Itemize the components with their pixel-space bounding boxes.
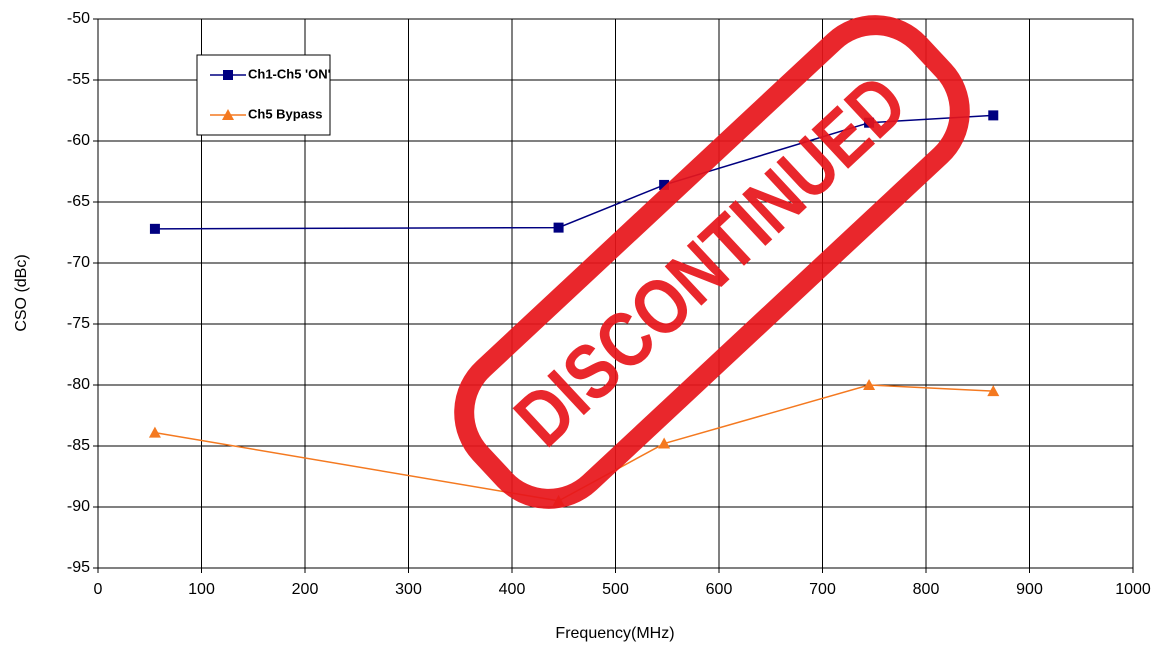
- y-tick-label: -80: [67, 376, 90, 393]
- marker: [988, 110, 999, 121]
- y-tick-label: -65: [67, 193, 90, 210]
- marker: [222, 109, 234, 120]
- x-tick-label: 200: [292, 581, 319, 598]
- x-tick-label: 300: [395, 581, 422, 598]
- y-axis-label: CSO (dBc): [13, 254, 30, 331]
- x-tick-label: 900: [1016, 581, 1043, 598]
- marker: [659, 179, 670, 190]
- marker: [148, 426, 161, 438]
- x-tick-label: 1000: [1115, 581, 1151, 598]
- x-tick-label: 100: [188, 581, 215, 598]
- data: [148, 110, 1000, 506]
- marker: [149, 223, 160, 234]
- x-axis-label: Frequency(MHz): [555, 625, 674, 642]
- marker: [863, 379, 876, 390]
- marker: [223, 70, 233, 80]
- marker: [987, 385, 1000, 397]
- x-tick-label: 400: [499, 581, 526, 598]
- legend-label: Ch1-Ch5 'ON': [248, 66, 331, 81]
- x-tick-label: 0: [94, 581, 103, 598]
- marker: [864, 117, 875, 128]
- x-tick-label: 600: [706, 581, 733, 598]
- y-tick-label: -90: [67, 498, 90, 515]
- x-tick-label: 500: [602, 581, 629, 598]
- y-tick-label: -60: [67, 132, 90, 149]
- marker: [658, 437, 671, 449]
- y-tick-label: -50: [67, 10, 90, 27]
- legend-label: Ch5 Bypass: [248, 106, 322, 121]
- stamp-border: [454, 15, 970, 509]
- y-tick-label: -85: [67, 437, 90, 454]
- y-tick-label: -55: [67, 71, 90, 88]
- y-tick-label: -75: [67, 315, 90, 332]
- legend: Ch1-Ch5 'ON' Ch5 Bypass: [210, 66, 331, 121]
- x-tick-label: 800: [913, 581, 940, 598]
- marker: [553, 222, 564, 233]
- y-tick-label: -70: [67, 254, 90, 271]
- plot-border: [97, 18, 1134, 569]
- legend-box: [196, 54, 331, 136]
- x-tick-label: 700: [809, 581, 836, 598]
- y-tick-label: -95: [67, 559, 90, 576]
